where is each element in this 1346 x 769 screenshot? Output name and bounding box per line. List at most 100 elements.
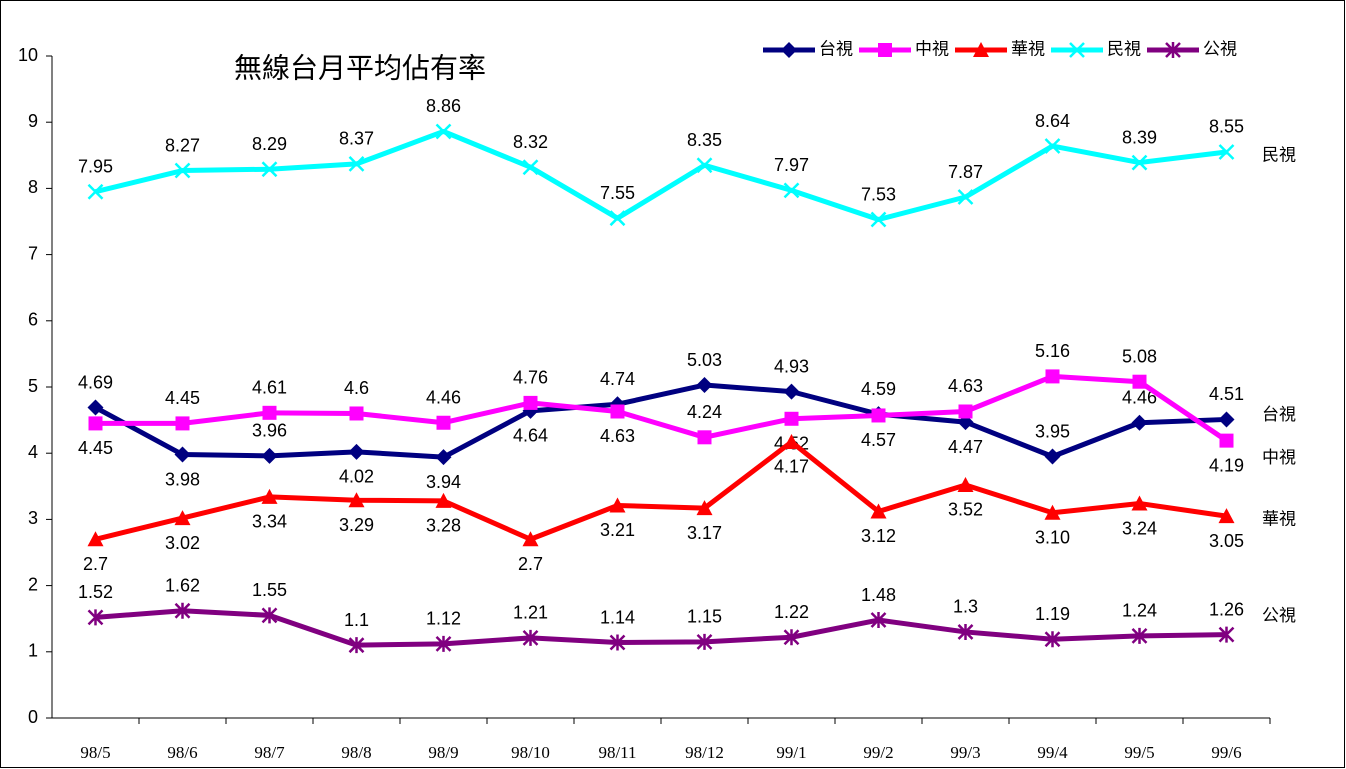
marker <box>878 43 892 57</box>
end-label: 中視 <box>1262 448 1296 467</box>
data-label: 4.76 <box>513 368 548 388</box>
end-label: 民視 <box>1262 145 1296 164</box>
x-tick-label: 99/4 <box>1037 743 1068 762</box>
data-label: 7.97 <box>774 155 809 175</box>
data-label: 2.7 <box>83 554 108 574</box>
data-label: 8.86 <box>426 96 461 116</box>
data-label: 1.14 <box>600 607 635 627</box>
data-label: 7.55 <box>600 183 635 203</box>
data-label: 3.95 <box>1035 421 1070 441</box>
marker <box>1044 504 1061 520</box>
marker <box>174 510 191 526</box>
data-label: 4.51 <box>1209 384 1244 404</box>
marker <box>1044 138 1061 154</box>
data-label: 4.6 <box>344 378 369 398</box>
marker <box>348 156 365 172</box>
series-line <box>94 439 1227 542</box>
data-label: 1.24 <box>1122 601 1157 621</box>
marker <box>87 609 104 626</box>
data-label: 4.17 <box>774 457 809 477</box>
data-label: 4.59 <box>861 379 896 399</box>
x-tick-label: 98/10 <box>511 743 550 762</box>
marker <box>88 416 103 431</box>
data-label: 1.26 <box>1209 599 1244 619</box>
x-tick-label: 99/6 <box>1211 743 1241 762</box>
marker <box>174 602 191 619</box>
data-label: 3.05 <box>1209 531 1244 551</box>
marker <box>696 500 713 516</box>
marker <box>436 415 451 430</box>
x-tick-label: 98/5 <box>80 743 110 762</box>
data-label: 3.96 <box>252 421 287 441</box>
marker <box>522 531 539 547</box>
marker <box>262 405 277 420</box>
y-tick-label: 3 <box>28 508 38 528</box>
data-label: 3.02 <box>165 533 200 553</box>
legend-label: 台視 <box>819 39 853 58</box>
data-label: 4.63 <box>600 426 635 446</box>
marker <box>522 159 539 176</box>
marker <box>261 447 278 464</box>
marker <box>957 623 974 640</box>
marker <box>783 629 800 646</box>
marker <box>696 633 713 650</box>
data-label: 8.64 <box>1035 111 1070 131</box>
series-line <box>95 608 1227 648</box>
marker <box>435 449 452 466</box>
marker <box>349 406 364 421</box>
marker <box>784 411 799 426</box>
data-label: 1.62 <box>165 576 200 596</box>
data-label: 1.55 <box>252 580 287 600</box>
data-label: 5.03 <box>687 350 722 370</box>
data-label: 4.63 <box>948 376 983 396</box>
data-label: 3.10 <box>1035 528 1070 548</box>
x-tick-label: 98/7 <box>254 743 285 762</box>
y-tick-label: 8 <box>28 177 38 197</box>
data-label: 7.87 <box>948 162 983 182</box>
x-tick-label: 99/3 <box>950 743 980 762</box>
marker <box>870 211 887 228</box>
data-label: 3.94 <box>426 472 461 492</box>
x-tick-label: 98/9 <box>428 743 458 762</box>
data-label: 4.19 <box>1209 455 1244 475</box>
marker <box>957 476 974 492</box>
marker <box>87 399 104 416</box>
marker <box>870 612 887 629</box>
data-label: 3.12 <box>861 526 896 546</box>
data-label: 3.21 <box>600 520 635 540</box>
data-label: 4.69 <box>78 372 113 392</box>
chart-title: 無線台月平均佔有率 <box>234 52 486 83</box>
data-label: 4.93 <box>774 356 809 376</box>
marker <box>523 395 538 410</box>
data-label: 3.24 <box>1122 518 1157 538</box>
marker <box>1069 42 1085 58</box>
marker <box>781 42 797 58</box>
marker <box>261 607 278 624</box>
marker <box>609 634 626 651</box>
series-line <box>94 382 1227 460</box>
data-label: 4.57 <box>861 430 896 450</box>
marker <box>174 446 191 463</box>
y-tick-label: 4 <box>28 442 38 462</box>
marker <box>1218 626 1235 643</box>
marker <box>261 161 278 178</box>
data-label: 8.37 <box>339 129 374 149</box>
data-label: 3.28 <box>426 516 461 536</box>
marker <box>174 162 191 179</box>
marker <box>1044 448 1061 465</box>
marker <box>435 492 452 508</box>
y-tick-label: 7 <box>28 243 38 263</box>
marker <box>871 408 886 423</box>
marker <box>1132 374 1147 389</box>
end-label: 台視 <box>1262 405 1296 424</box>
data-label: 1.12 <box>426 609 461 629</box>
legend-label: 民視 <box>1107 39 1141 58</box>
marker <box>783 433 800 449</box>
y-tick-label: 5 <box>28 376 38 396</box>
data-label: 4.46 <box>1122 387 1157 407</box>
marker <box>1131 414 1148 431</box>
marker <box>870 503 887 519</box>
marker <box>973 42 989 57</box>
marker <box>1218 411 1235 428</box>
marker <box>1131 627 1148 644</box>
